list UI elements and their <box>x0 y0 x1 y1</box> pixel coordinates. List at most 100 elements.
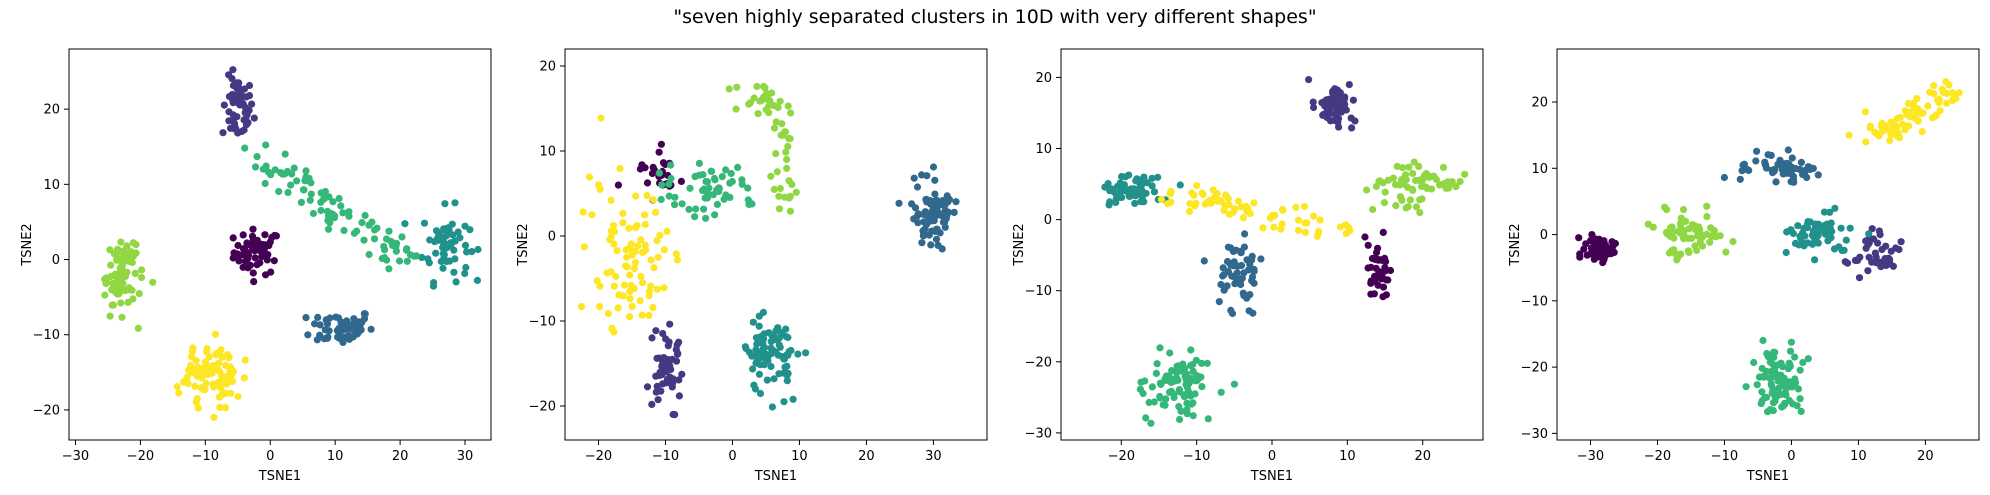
data-point <box>770 185 778 193</box>
x-tick-label: −30 <box>62 449 89 464</box>
data-point <box>620 281 629 289</box>
data-point <box>1897 238 1905 246</box>
data-point <box>722 166 730 174</box>
data-point <box>950 208 958 216</box>
data-point <box>774 324 782 332</box>
data-point <box>1269 212 1278 220</box>
data-point <box>1156 344 1164 352</box>
data-point <box>918 239 926 247</box>
data-point <box>931 176 939 184</box>
data-point <box>1930 90 1938 98</box>
data-point <box>668 380 676 388</box>
data-point <box>1791 375 1799 383</box>
data-point <box>929 163 938 171</box>
data-point <box>671 193 679 201</box>
x-tick-label: 30 <box>925 449 942 464</box>
data-point <box>249 225 257 233</box>
data-point <box>1406 196 1414 204</box>
data-point <box>649 304 657 312</box>
data-point <box>1187 346 1195 354</box>
data-point <box>108 301 116 309</box>
data-point <box>128 286 136 294</box>
data-point <box>132 249 140 257</box>
data-point <box>662 367 670 375</box>
data-point <box>1710 226 1718 235</box>
data-point <box>778 330 786 339</box>
data-point <box>763 376 771 384</box>
data-point <box>367 325 375 333</box>
x-axis-label: TSNE1 <box>258 469 301 484</box>
data-point <box>242 93 250 101</box>
data-point <box>775 192 783 200</box>
data-point <box>775 205 784 213</box>
data-point <box>306 196 314 204</box>
data-point <box>1250 199 1258 207</box>
data-point <box>381 246 389 254</box>
data-point <box>1389 174 1397 182</box>
data-point <box>1770 167 1778 175</box>
data-point <box>626 313 634 321</box>
data-point <box>1882 261 1890 270</box>
data-point <box>132 241 140 249</box>
data-point <box>1886 256 1894 264</box>
data-point <box>228 377 237 385</box>
data-point <box>1154 173 1162 181</box>
y-tick-label: −10 <box>1521 294 1548 309</box>
data-point <box>175 389 183 397</box>
data-point <box>653 237 661 245</box>
data-point <box>655 169 664 177</box>
x-tick-label: 30 <box>457 449 474 464</box>
data-point <box>244 249 252 257</box>
data-point <box>1301 228 1309 236</box>
data-point <box>336 334 344 342</box>
data-point <box>473 276 481 284</box>
data-point <box>149 278 157 286</box>
data-point <box>1348 124 1356 132</box>
data-point <box>234 241 242 250</box>
data-point <box>664 342 672 350</box>
data-point <box>1409 186 1417 195</box>
data-point <box>939 210 947 218</box>
data-point <box>639 279 647 287</box>
data-point <box>784 142 792 150</box>
data-point <box>239 231 247 239</box>
data-point <box>1217 388 1225 396</box>
data-point <box>1679 206 1688 214</box>
data-point <box>1831 204 1839 212</box>
data-point <box>281 150 289 158</box>
data-point <box>1175 386 1183 394</box>
data-point <box>648 334 656 342</box>
data-point <box>1336 223 1344 231</box>
data-point <box>1673 256 1681 264</box>
data-point <box>612 272 620 281</box>
data-point <box>1257 255 1265 263</box>
data-point <box>626 288 634 296</box>
data-point <box>1758 364 1766 373</box>
data-point <box>927 241 935 249</box>
data-point <box>711 211 719 219</box>
data-point <box>708 167 716 175</box>
data-point <box>1310 212 1318 220</box>
data-point <box>940 218 949 226</box>
points-group <box>1575 78 1963 416</box>
data-point <box>1452 183 1460 191</box>
x-axis-label: TSNE1 <box>754 469 797 484</box>
data-point <box>209 380 217 388</box>
y-tick-label: 20 <box>1035 71 1052 86</box>
data-point <box>770 124 779 132</box>
data-point <box>368 218 376 226</box>
data-point <box>1763 349 1771 358</box>
data-point <box>609 221 618 230</box>
data-point <box>784 369 792 377</box>
data-point <box>431 238 439 246</box>
data-point <box>118 266 126 274</box>
data-point <box>1768 373 1776 381</box>
data-point <box>1231 280 1239 288</box>
data-point <box>299 186 307 194</box>
x-tick-label: −20 <box>1644 449 1671 464</box>
data-point <box>756 97 764 105</box>
data-point <box>1439 163 1448 171</box>
data-point <box>229 99 237 107</box>
data-point <box>398 233 406 241</box>
data-point <box>738 176 746 184</box>
